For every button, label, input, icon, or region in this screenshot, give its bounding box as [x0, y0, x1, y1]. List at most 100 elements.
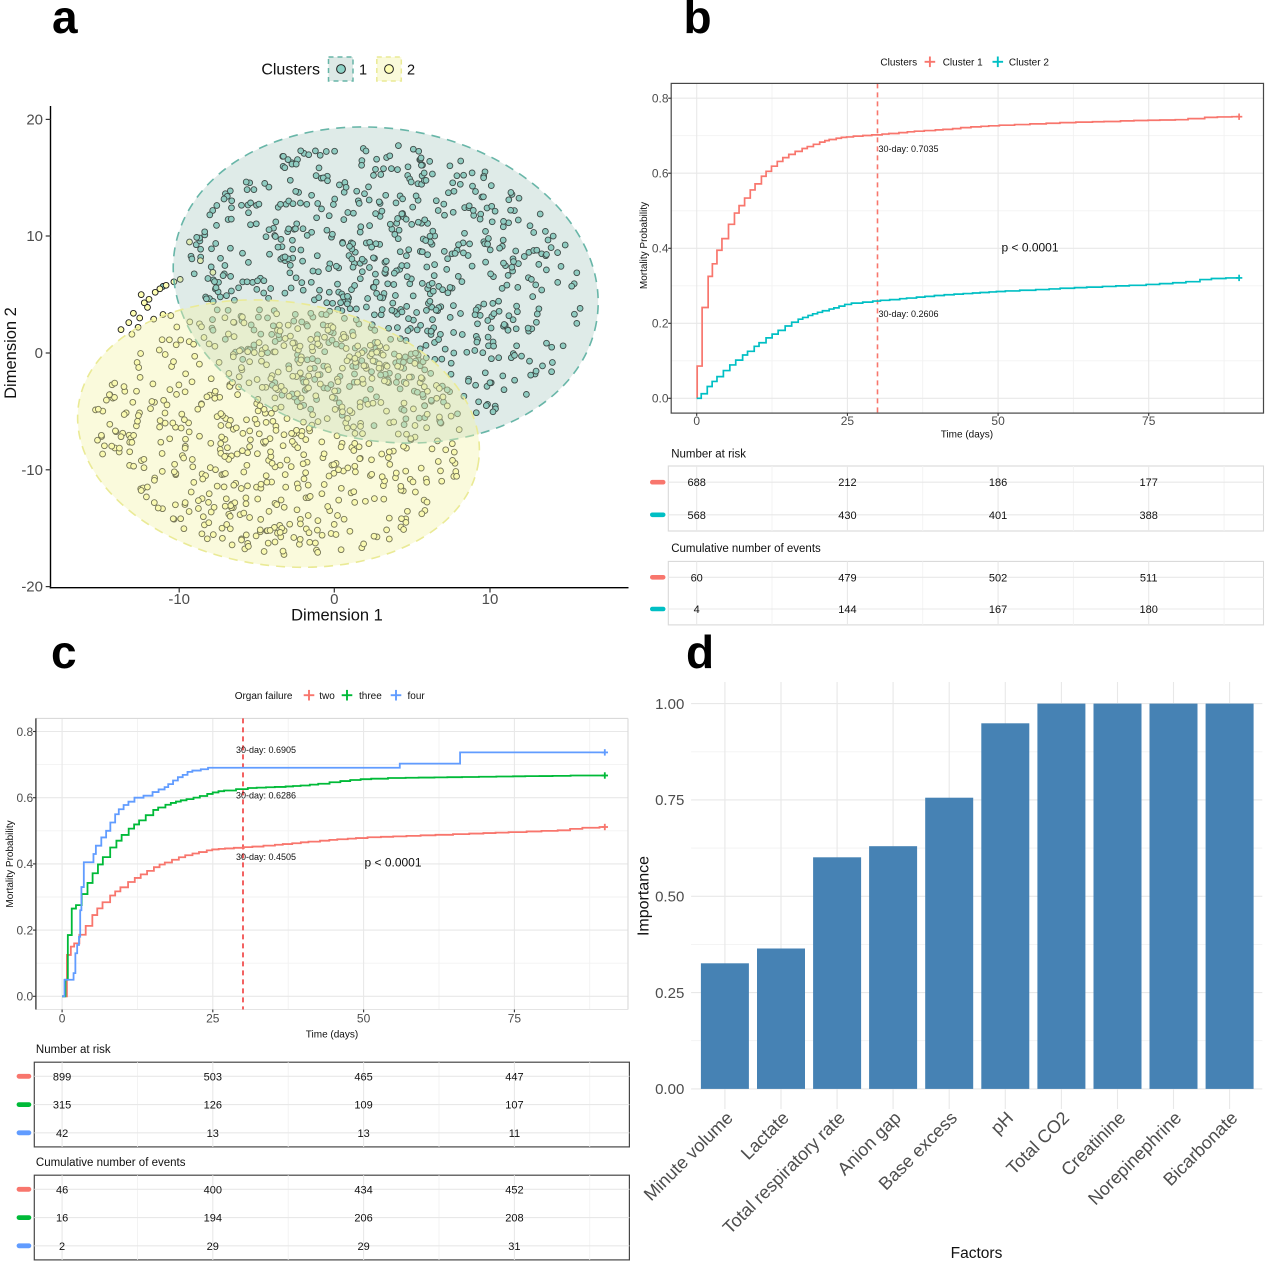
- svg-text:Importance: Importance: [636, 856, 653, 936]
- svg-text:Clusters: Clusters: [261, 62, 320, 79]
- svg-text:0.6: 0.6: [17, 791, 34, 805]
- svg-text:25: 25: [206, 1012, 220, 1026]
- svg-text:30-day: 0.4505: 30-day: 0.4505: [236, 852, 296, 862]
- svg-text:30-day: 0.2606: 30-day: 0.2606: [879, 309, 939, 319]
- svg-text:0.8: 0.8: [17, 725, 34, 739]
- svg-text:29: 29: [207, 1241, 219, 1253]
- svg-text:Mortality Probability: Mortality Probability: [639, 202, 650, 289]
- svg-text:107: 107: [505, 1100, 523, 1112]
- svg-text:4: 4: [694, 604, 700, 616]
- svg-text:208: 208: [505, 1213, 523, 1225]
- svg-text:Number at risk: Number at risk: [671, 449, 746, 461]
- svg-text:d: d: [686, 626, 714, 678]
- svg-text:30-day: 0.6286: 30-day: 0.6286: [236, 790, 296, 800]
- svg-text:447: 447: [505, 1071, 523, 1083]
- svg-text:Dimension 2: Dimension 2: [2, 307, 20, 399]
- svg-text:0.4: 0.4: [652, 242, 669, 256]
- svg-text:three: three: [359, 691, 382, 702]
- svg-text:0.50: 0.50: [655, 889, 684, 906]
- svg-text:688: 688: [688, 477, 706, 489]
- svg-text:-10: -10: [168, 591, 190, 608]
- svg-text:30-day: 0.6905: 30-day: 0.6905: [236, 745, 296, 755]
- svg-text:20: 20: [26, 111, 43, 128]
- svg-text:315: 315: [53, 1100, 71, 1112]
- svg-text:four: four: [408, 691, 426, 702]
- svg-text:Mortality Probability: Mortality Probability: [5, 820, 16, 907]
- svg-text:452: 452: [505, 1184, 523, 1196]
- svg-text:167: 167: [989, 604, 1007, 616]
- svg-text:2: 2: [59, 1241, 65, 1253]
- svg-text:p < 0.0001: p < 0.0001: [364, 855, 421, 869]
- svg-text:-20: -20: [21, 579, 43, 596]
- svg-text:177: 177: [1140, 477, 1158, 489]
- svg-text:Factors: Factors: [951, 1245, 1003, 1262]
- svg-text:0: 0: [693, 414, 700, 428]
- svg-text:13: 13: [357, 1128, 369, 1140]
- svg-text:212: 212: [838, 477, 856, 489]
- svg-text:50: 50: [991, 414, 1005, 428]
- svg-text:0: 0: [59, 1012, 66, 1026]
- svg-text:Dimension 1: Dimension 1: [291, 607, 383, 625]
- svg-text:11: 11: [509, 1128, 520, 1140]
- svg-text:1.00: 1.00: [655, 696, 684, 713]
- svg-text:0.2: 0.2: [17, 923, 34, 937]
- svg-text:206: 206: [354, 1213, 372, 1225]
- svg-text:50: 50: [357, 1012, 371, 1026]
- svg-text:Cluster 2: Cluster 2: [1009, 58, 1049, 69]
- svg-text:126: 126: [204, 1100, 222, 1112]
- svg-text:0.2: 0.2: [652, 317, 669, 331]
- svg-text:400: 400: [204, 1184, 222, 1196]
- svg-text:0.8: 0.8: [652, 92, 669, 106]
- svg-text:186: 186: [989, 477, 1007, 489]
- svg-text:2: 2: [407, 63, 415, 79]
- svg-text:194: 194: [204, 1213, 222, 1225]
- svg-text:109: 109: [354, 1100, 372, 1112]
- svg-text:479: 479: [838, 572, 856, 584]
- svg-text:511: 511: [1140, 572, 1158, 584]
- svg-text:180: 180: [1140, 604, 1158, 616]
- svg-text:0: 0: [330, 591, 338, 608]
- svg-text:1: 1: [359, 63, 367, 79]
- svg-text:0.4: 0.4: [17, 857, 34, 871]
- svg-text:Number at risk: Number at risk: [36, 1044, 111, 1056]
- svg-text:Organ failure: Organ failure: [235, 691, 293, 702]
- svg-text:29: 29: [357, 1241, 369, 1253]
- svg-text:10: 10: [482, 591, 499, 608]
- svg-text:0.75: 0.75: [655, 792, 684, 809]
- svg-text:Cumulative number of events: Cumulative number of events: [671, 543, 821, 555]
- svg-text:Clusters: Clusters: [880, 58, 917, 69]
- svg-text:p < 0.0001: p < 0.0001: [1001, 241, 1058, 255]
- svg-text:502: 502: [989, 572, 1007, 584]
- svg-text:465: 465: [354, 1071, 372, 1083]
- svg-text:0: 0: [35, 345, 43, 362]
- svg-text:144: 144: [838, 604, 856, 616]
- svg-text:434: 434: [354, 1184, 372, 1196]
- svg-text:42: 42: [56, 1128, 68, 1140]
- svg-text:31: 31: [508, 1241, 520, 1253]
- svg-text:75: 75: [1142, 414, 1156, 428]
- svg-text:401: 401: [989, 510, 1007, 522]
- svg-text:13: 13: [207, 1128, 219, 1140]
- svg-text:0.0: 0.0: [652, 392, 669, 406]
- svg-text:Cluster 1: Cluster 1: [943, 58, 983, 69]
- svg-text:-10: -10: [21, 462, 43, 479]
- svg-text:Time (days): Time (days): [941, 430, 993, 441]
- svg-text:0.25: 0.25: [655, 985, 684, 1002]
- svg-text:16: 16: [56, 1213, 68, 1225]
- svg-text:0.0: 0.0: [17, 990, 34, 1004]
- svg-text:Cumulative number of events: Cumulative number of events: [36, 1157, 186, 1169]
- svg-text:60: 60: [691, 572, 703, 584]
- svg-text:a: a: [52, 0, 78, 43]
- svg-text:30-day: 0.7035: 30-day: 0.7035: [879, 144, 939, 154]
- svg-text:25: 25: [841, 414, 855, 428]
- svg-text:430: 430: [838, 510, 856, 522]
- svg-text:568: 568: [688, 510, 706, 522]
- svg-text:503: 503: [204, 1071, 222, 1083]
- svg-text:c: c: [51, 626, 77, 678]
- svg-text:two: two: [319, 691, 335, 702]
- svg-text:10: 10: [26, 228, 43, 245]
- svg-text:b: b: [684, 0, 712, 43]
- svg-text:75: 75: [508, 1012, 522, 1026]
- svg-text:Time (days): Time (days): [306, 1030, 358, 1041]
- svg-text:388: 388: [1140, 510, 1158, 522]
